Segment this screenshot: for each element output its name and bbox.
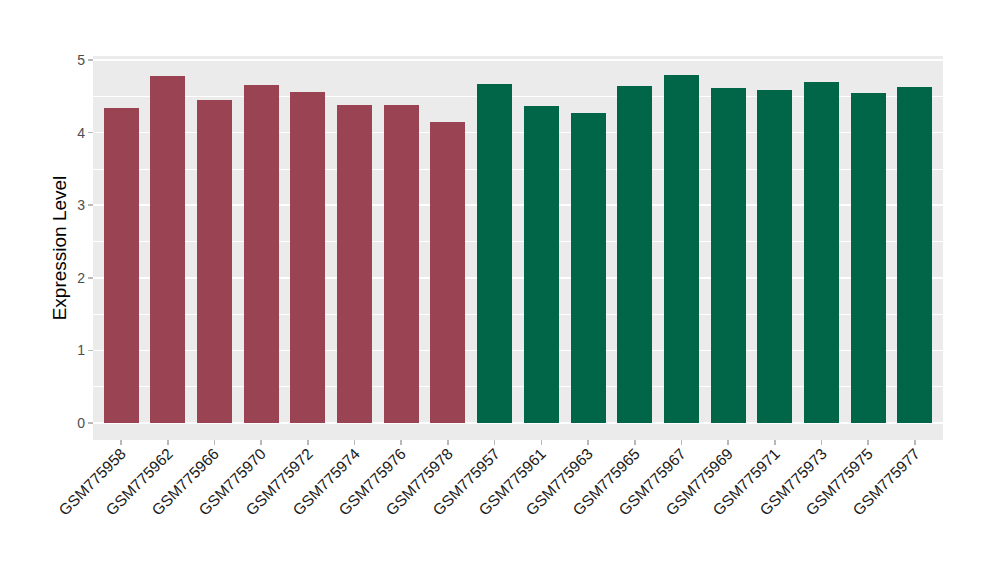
y-tick-mark bbox=[88, 422, 93, 424]
x-tick-mark bbox=[400, 440, 402, 445]
y-tick-label: 0 bbox=[40, 415, 85, 431]
x-tick-mark bbox=[120, 440, 122, 445]
x-tick-mark bbox=[167, 440, 169, 445]
plot-panel bbox=[93, 56, 943, 440]
bar-GSM775977 bbox=[897, 87, 932, 423]
bar-GSM775978 bbox=[430, 122, 465, 423]
y-tick-mark bbox=[88, 204, 93, 206]
bar-GSM775963 bbox=[571, 113, 606, 423]
y-axis-title: Expression Level bbox=[48, 48, 72, 448]
gridline-major bbox=[93, 59, 943, 61]
bar-GSM775971 bbox=[757, 90, 792, 423]
expression-bar-chart: Expression Level 012345GSM775958GSM77596… bbox=[0, 0, 1000, 580]
x-tick-mark bbox=[867, 440, 869, 445]
bar-GSM775970 bbox=[244, 85, 279, 423]
bar-GSM775962 bbox=[150, 76, 185, 423]
bar-GSM775974 bbox=[337, 105, 372, 423]
x-tick-mark bbox=[354, 440, 356, 445]
bar-GSM775976 bbox=[384, 105, 419, 423]
x-tick-mark bbox=[494, 440, 496, 445]
y-tick-label: 3 bbox=[40, 197, 85, 213]
bar-GSM775975 bbox=[851, 93, 886, 423]
bar-GSM775965 bbox=[617, 86, 652, 423]
bar-GSM775969 bbox=[711, 88, 746, 423]
x-tick-mark bbox=[541, 440, 543, 445]
x-tick-mark bbox=[634, 440, 636, 445]
y-tick-label: 4 bbox=[40, 125, 85, 141]
bar-GSM775957 bbox=[477, 84, 512, 423]
x-tick-mark bbox=[774, 440, 776, 445]
y-tick-label: 2 bbox=[40, 270, 85, 286]
bar-GSM775961 bbox=[524, 106, 559, 423]
x-tick-mark bbox=[260, 440, 262, 445]
bar-GSM775958 bbox=[104, 108, 139, 423]
x-tick-mark bbox=[214, 440, 216, 445]
x-tick-mark bbox=[447, 440, 449, 445]
x-tick-mark bbox=[307, 440, 309, 445]
x-tick-mark bbox=[914, 440, 916, 445]
y-tick-label: 5 bbox=[40, 52, 85, 68]
y-tick-mark bbox=[88, 277, 93, 279]
y-tick-mark bbox=[88, 350, 93, 352]
x-tick-mark bbox=[681, 440, 683, 445]
x-tick-mark bbox=[727, 440, 729, 445]
bar-GSM775972 bbox=[290, 92, 325, 423]
x-tick-mark bbox=[821, 440, 823, 445]
y-tick-mark bbox=[88, 132, 93, 134]
y-tick-mark bbox=[88, 59, 93, 61]
bar-GSM775967 bbox=[664, 75, 699, 423]
x-tick-mark bbox=[587, 440, 589, 445]
bar-GSM775973 bbox=[804, 82, 839, 423]
bar-GSM775966 bbox=[197, 100, 232, 423]
y-tick-label: 1 bbox=[40, 342, 85, 358]
